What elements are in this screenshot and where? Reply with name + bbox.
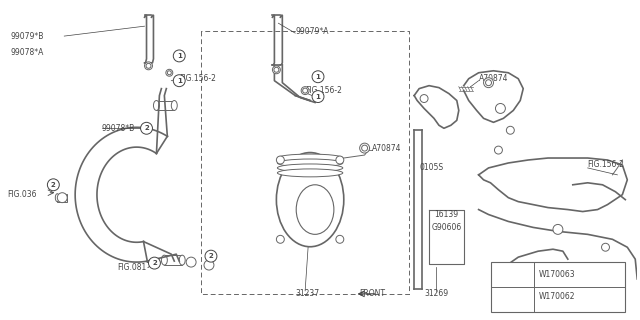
Circle shape bbox=[205, 250, 217, 262]
Text: 1: 1 bbox=[177, 53, 182, 59]
Circle shape bbox=[495, 103, 506, 113]
Circle shape bbox=[204, 260, 214, 270]
Text: A70874: A70874 bbox=[372, 144, 401, 153]
Ellipse shape bbox=[179, 255, 185, 265]
Text: FIG.156-2: FIG.156-2 bbox=[305, 86, 342, 95]
Bar bbox=[492, 261, 625, 312]
Circle shape bbox=[336, 156, 344, 164]
Text: A154001460: A154001460 bbox=[533, 304, 582, 313]
Ellipse shape bbox=[154, 100, 159, 110]
Text: 2: 2 bbox=[152, 260, 157, 266]
Circle shape bbox=[173, 75, 185, 87]
Circle shape bbox=[58, 193, 67, 203]
Circle shape bbox=[273, 66, 280, 74]
Text: A70874: A70874 bbox=[479, 74, 508, 83]
Text: 99078*B: 99078*B bbox=[102, 124, 135, 133]
Circle shape bbox=[486, 80, 492, 86]
Circle shape bbox=[167, 71, 172, 75]
Text: 31237: 31237 bbox=[295, 289, 319, 298]
Text: W170062: W170062 bbox=[539, 292, 575, 301]
Text: 99079*A: 99079*A bbox=[295, 27, 329, 36]
Circle shape bbox=[484, 78, 493, 88]
Circle shape bbox=[336, 235, 344, 243]
Text: 2: 2 bbox=[209, 253, 213, 259]
Text: FIG.081: FIG.081 bbox=[116, 263, 146, 272]
Ellipse shape bbox=[277, 159, 343, 167]
Circle shape bbox=[146, 63, 151, 68]
Text: 2: 2 bbox=[144, 125, 149, 131]
Text: FIG.156-2: FIG.156-2 bbox=[588, 160, 625, 170]
Circle shape bbox=[312, 91, 324, 102]
Text: 0105S: 0105S bbox=[419, 164, 444, 172]
Circle shape bbox=[506, 126, 515, 134]
Text: G90606: G90606 bbox=[432, 223, 462, 232]
Circle shape bbox=[274, 67, 279, 72]
Ellipse shape bbox=[277, 154, 343, 162]
Circle shape bbox=[301, 87, 309, 95]
Ellipse shape bbox=[55, 194, 60, 202]
Text: FRONT: FRONT bbox=[360, 289, 386, 298]
Circle shape bbox=[506, 290, 520, 303]
Circle shape bbox=[553, 224, 563, 234]
Circle shape bbox=[362, 145, 367, 151]
Ellipse shape bbox=[276, 153, 344, 247]
Bar bbox=[156, 100, 174, 110]
Ellipse shape bbox=[161, 255, 167, 265]
Text: 2: 2 bbox=[51, 182, 56, 188]
Text: 1: 1 bbox=[316, 74, 321, 80]
Circle shape bbox=[506, 267, 520, 281]
Text: 16139: 16139 bbox=[434, 210, 458, 219]
Text: 99078*A: 99078*A bbox=[11, 48, 44, 57]
Circle shape bbox=[602, 243, 609, 251]
Ellipse shape bbox=[172, 100, 177, 110]
Ellipse shape bbox=[277, 164, 343, 172]
Text: 31269: 31269 bbox=[424, 289, 448, 298]
Text: 2: 2 bbox=[510, 270, 515, 279]
Circle shape bbox=[303, 88, 308, 93]
Circle shape bbox=[420, 95, 428, 102]
Text: FIG.156-2: FIG.156-2 bbox=[179, 74, 216, 83]
Circle shape bbox=[145, 62, 152, 70]
Circle shape bbox=[495, 146, 502, 154]
Text: 99079*B: 99079*B bbox=[11, 32, 44, 41]
Ellipse shape bbox=[296, 185, 334, 234]
Circle shape bbox=[276, 235, 284, 243]
Circle shape bbox=[276, 156, 284, 164]
Circle shape bbox=[148, 257, 161, 269]
Circle shape bbox=[47, 179, 60, 191]
Text: 1: 1 bbox=[316, 93, 321, 100]
Text: 1: 1 bbox=[510, 292, 515, 301]
Circle shape bbox=[173, 50, 185, 62]
Circle shape bbox=[186, 257, 196, 267]
Text: FIG.036: FIG.036 bbox=[8, 190, 37, 199]
Circle shape bbox=[141, 122, 152, 134]
Text: 1: 1 bbox=[177, 78, 182, 84]
Bar bbox=[58, 194, 67, 202]
Ellipse shape bbox=[277, 169, 343, 177]
Circle shape bbox=[166, 69, 173, 76]
Circle shape bbox=[360, 143, 369, 153]
Bar bbox=[164, 255, 182, 265]
Circle shape bbox=[312, 71, 324, 83]
Text: W170063: W170063 bbox=[539, 270, 575, 279]
